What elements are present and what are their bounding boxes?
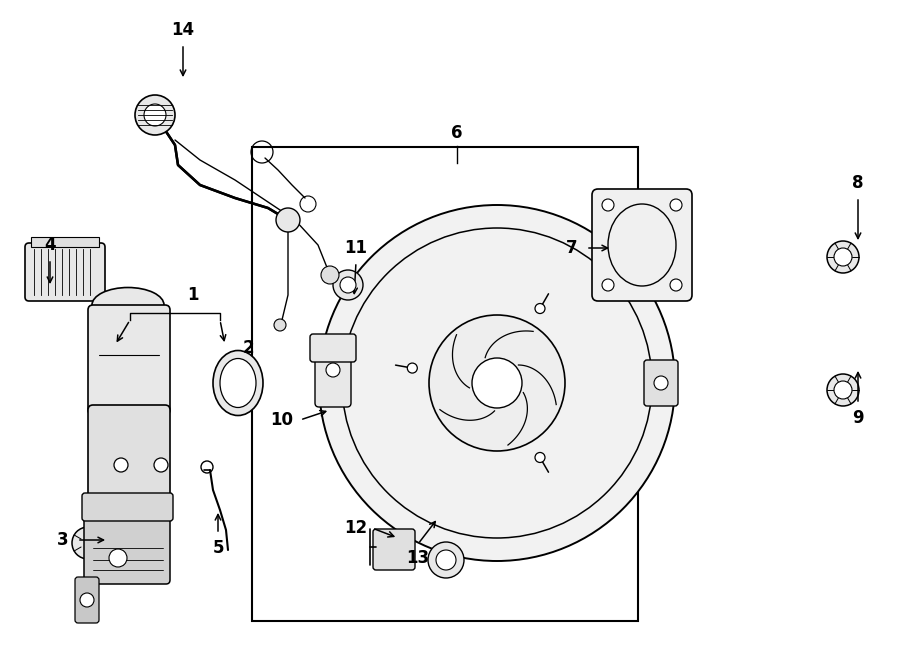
Circle shape [429,315,565,451]
FancyBboxPatch shape [592,189,692,301]
Ellipse shape [98,293,158,317]
Circle shape [80,593,94,607]
Circle shape [135,95,175,135]
Circle shape [114,458,128,472]
FancyBboxPatch shape [315,343,351,407]
FancyBboxPatch shape [75,577,99,623]
Circle shape [321,266,339,284]
Circle shape [654,376,668,390]
Circle shape [333,270,363,300]
Circle shape [834,248,852,266]
FancyBboxPatch shape [88,405,170,515]
Circle shape [602,199,614,211]
Circle shape [109,549,127,567]
Text: 7: 7 [566,239,578,257]
Ellipse shape [213,350,263,416]
FancyBboxPatch shape [88,305,170,415]
Circle shape [428,542,464,578]
FancyBboxPatch shape [310,334,356,362]
Circle shape [602,279,614,291]
Text: 5: 5 [212,539,224,557]
FancyBboxPatch shape [82,493,173,521]
Bar [31,237,99,247]
Text: 10: 10 [271,411,293,429]
Text: 9: 9 [852,409,864,427]
Text: 6: 6 [451,124,463,142]
Circle shape [436,550,456,570]
Circle shape [535,453,545,463]
FancyBboxPatch shape [84,514,170,584]
Circle shape [144,104,166,126]
Circle shape [827,374,859,406]
Circle shape [340,277,356,293]
FancyBboxPatch shape [25,243,105,301]
Text: 14: 14 [171,21,194,39]
Circle shape [326,363,340,377]
Circle shape [827,241,859,273]
Circle shape [408,363,418,373]
Text: 4: 4 [44,236,56,254]
Text: 1: 1 [187,286,199,304]
Circle shape [670,199,682,211]
FancyBboxPatch shape [373,529,415,570]
Text: 11: 11 [345,239,367,257]
Text: 13: 13 [407,549,429,567]
Circle shape [274,319,286,331]
Circle shape [319,205,675,561]
Ellipse shape [92,288,164,323]
Ellipse shape [220,358,256,407]
Text: 8: 8 [852,174,864,192]
Circle shape [535,303,545,313]
FancyBboxPatch shape [644,360,678,406]
Text: 2: 2 [242,339,254,357]
Circle shape [276,208,300,232]
Circle shape [72,527,104,559]
Circle shape [472,358,522,408]
Text: 12: 12 [345,519,367,537]
Circle shape [670,279,682,291]
Bar [252,147,638,621]
Text: 3: 3 [58,531,68,549]
Circle shape [834,381,852,399]
Circle shape [154,458,168,472]
